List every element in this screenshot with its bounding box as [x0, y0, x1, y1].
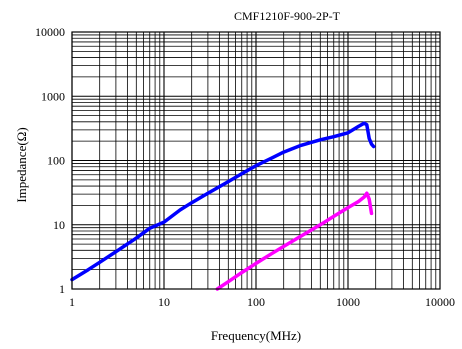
x-tick-label: 10 — [158, 295, 170, 309]
y-tick-labels: 1 10 100 1000 10000 — [35, 25, 65, 296]
y-tick-label: 10 — [53, 218, 65, 232]
chart-grid — [71, 32, 440, 290]
x-axis-label: Frequency(MHz) — [211, 328, 301, 343]
series-layer — [70, 121, 376, 291]
x-tick-labels: 1 10 100 1000 10000 — [69, 295, 455, 309]
x-tick-label: 10000 — [425, 295, 455, 309]
x-tick-label: 1000 — [336, 295, 360, 309]
series-line-2 — [215, 191, 374, 291]
x-tick-label: 100 — [247, 295, 265, 309]
plot-frame — [71, 31, 441, 290]
y-tick-label: 100 — [47, 154, 65, 168]
y-axis-label: Impedance(Ω) — [14, 127, 29, 202]
y-tick-label: 1000 — [41, 89, 65, 103]
x-tick-label: 1 — [69, 295, 75, 309]
y-tick-label: 1 — [59, 282, 65, 296]
y-tick-label: 10000 — [35, 25, 65, 39]
series-line-1 — [70, 121, 376, 282]
chart-title: CMF1210F-900-2P-T — [234, 9, 341, 23]
